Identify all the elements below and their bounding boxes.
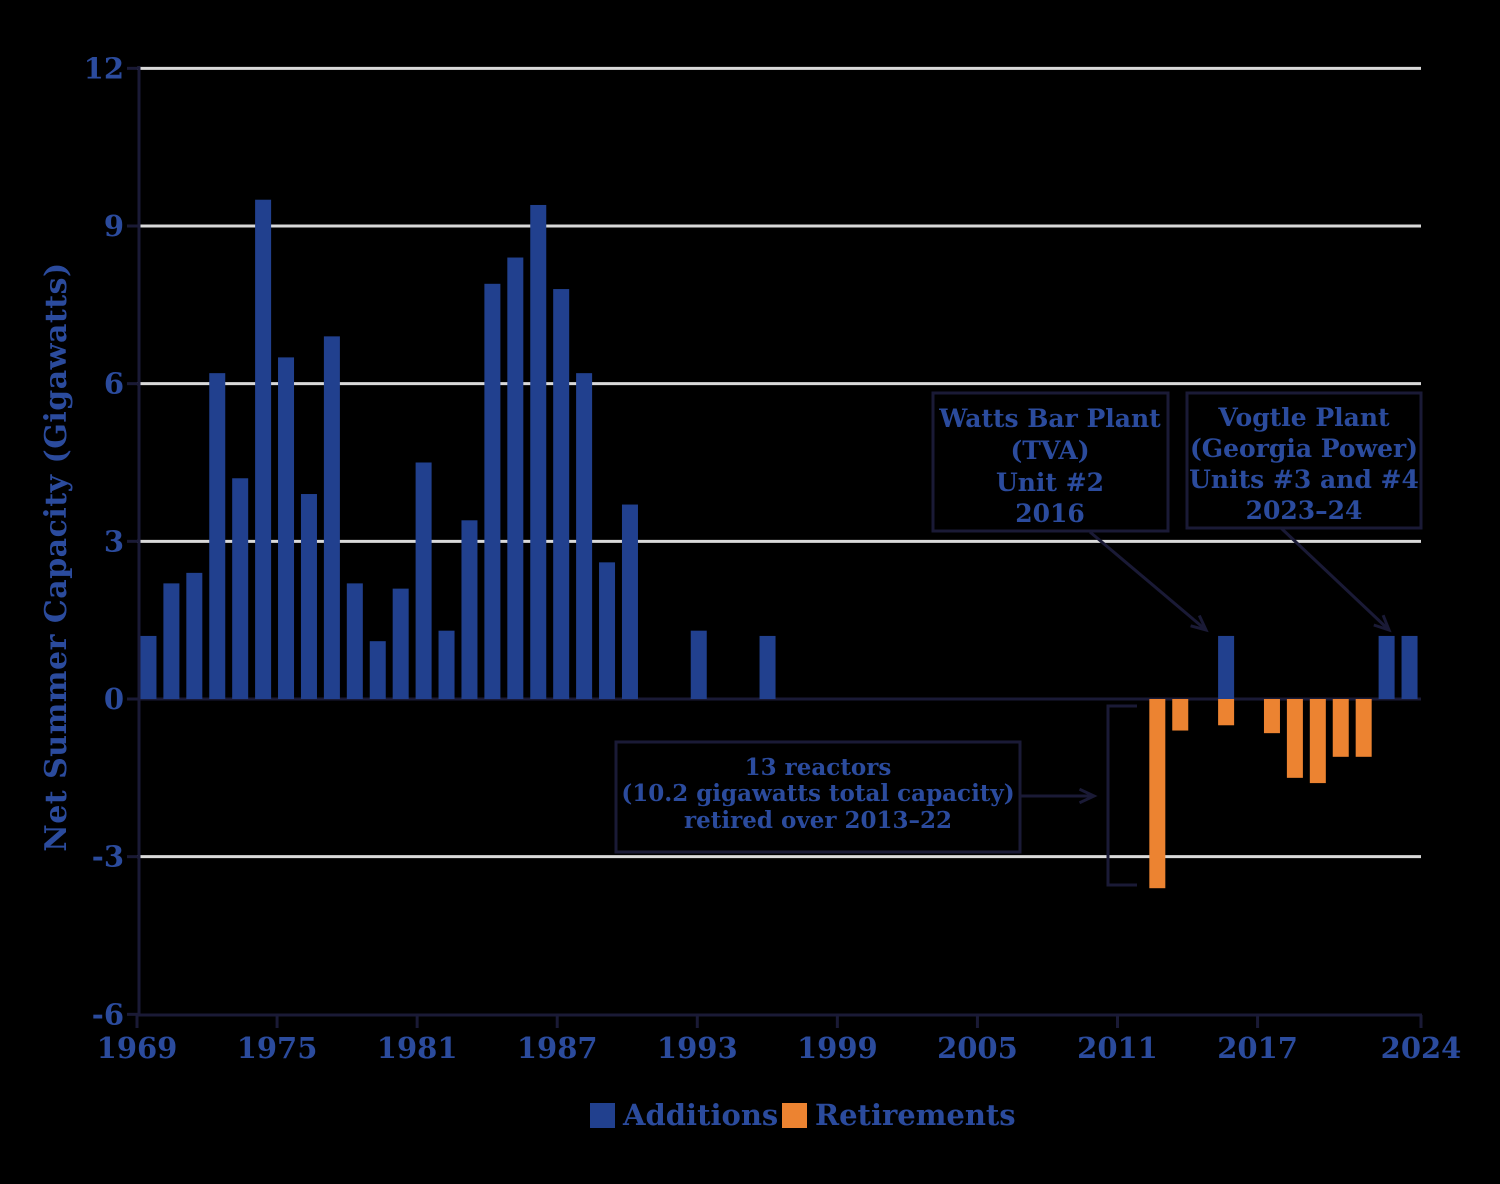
bar-additions-1993 — [690, 630, 707, 699]
watts-bar-line-1: Watts Bar Plant — [938, 404, 1161, 433]
retirements-note-line-2: (10.2 gigawatts total capacity) — [621, 780, 1014, 807]
legend-swatch-additions — [590, 1103, 615, 1128]
bar-additions-1980 — [392, 588, 409, 699]
bar-retirements-2014 — [1172, 699, 1189, 731]
bar-retirements-2020 — [1309, 699, 1326, 784]
bar-additions-1975 — [278, 357, 295, 699]
bar-additions-1990 — [621, 504, 638, 699]
watts-bar-line-3: Unit #2 — [996, 468, 1104, 497]
watts-bar-box — [931, 391, 1170, 533]
bar-additions-1971 — [186, 572, 203, 699]
bar-additions-2016 — [1218, 635, 1235, 699]
bars — [140, 199, 1418, 889]
vogtle-line-4: 2023–24 — [1246, 496, 1363, 525]
vogtle-line-2: (Georgia Power) — [1190, 434, 1418, 463]
retirements-note-line-3: retired over 2013–22 — [684, 807, 952, 834]
retirements-note-arrowhead — [1078, 787, 1098, 805]
retirements-note-line-1: 13 reactors — [745, 754, 892, 781]
bar-additions-1977 — [323, 336, 340, 699]
bar-additions-1974 — [255, 199, 272, 699]
xtick-label-1993: 1993 — [657, 1031, 738, 1065]
ytick-label-3: 3 — [104, 524, 124, 558]
bar-retirements-2019 — [1286, 699, 1303, 778]
bar-additions-1969 — [140, 635, 157, 699]
bar-additions-1987 — [553, 289, 570, 699]
vogtle-arrow — [1279, 526, 1391, 632]
bar-additions-1982 — [438, 630, 455, 699]
vogtle-box — [1185, 391, 1423, 530]
ytick-label--6: -6 — [92, 997, 124, 1031]
bar-retirements-2022 — [1355, 699, 1372, 757]
vogtle-arrowhead — [1373, 614, 1392, 633]
bar-additions-1986 — [530, 204, 547, 699]
xtick-label-2024: 2024 — [1381, 1031, 1462, 1065]
y-axis-ticks: 12 9 6 3 0 -3 -6 — [84, 51, 139, 1031]
xtick-label-1981: 1981 — [377, 1031, 458, 1065]
y-axis-title: Net Summer Capacity (Gigawatts) — [39, 262, 74, 851]
xtick-label-2005: 2005 — [937, 1031, 1018, 1065]
vogtle-line-3: Units #3 and #4 — [1189, 465, 1419, 494]
bar-additions-2024 — [1401, 635, 1418, 699]
legend-label-additions: Additions — [622, 1098, 778, 1132]
ytick-label-12: 12 — [84, 51, 124, 85]
xtick-label-1975: 1975 — [237, 1031, 318, 1065]
legend: Additions Retirements — [590, 1098, 1016, 1132]
bar-additions-1984 — [484, 283, 501, 699]
ytick-label-9: 9 — [104, 209, 124, 243]
bar-additions-1976 — [300, 494, 317, 699]
bar-additions-1973 — [232, 478, 249, 699]
watts-bar-arrow — [1089, 530, 1207, 632]
x-axis-ticks: 1969 1975 1981 1987 1993 1999 2005 2011 2017 2024 — [97, 1015, 1462, 1065]
bar-additions-1989 — [599, 562, 616, 699]
bar-retirements-2016 — [1218, 699, 1235, 726]
ytick-label--3: -3 — [92, 840, 124, 874]
xtick-label-2011: 2011 — [1077, 1031, 1158, 1065]
bar-additions-1979 — [369, 641, 386, 699]
bar-additions-1985 — [507, 257, 524, 699]
ytick-label-6: 6 — [104, 367, 124, 401]
xtick-label-1969: 1969 — [97, 1031, 178, 1065]
vogtle-line-1: Vogtle Plant — [1217, 403, 1390, 432]
retirements-bracket — [1106, 704, 1137, 887]
annotation-watts-bar: Watts Bar Plant (TVA) Unit #2 2016 — [931, 391, 1209, 633]
xtick-label-2017: 2017 — [1217, 1031, 1298, 1065]
bar-additions-1983 — [461, 520, 478, 699]
legend-label-retirements: Retirements — [815, 1098, 1016, 1132]
bar-additions-1981 — [415, 462, 432, 699]
bar-retirements-2018 — [1263, 699, 1280, 734]
bar-additions-1972 — [209, 373, 226, 699]
annotation-retirements: 13 reactors (10.2 gigawatts total capaci… — [614, 704, 1137, 887]
watts-bar-line-2: (TVA) — [1010, 436, 1089, 465]
bar-additions-1970 — [163, 583, 180, 699]
xtick-label-1999: 1999 — [797, 1031, 878, 1065]
bar-additions-1978 — [346, 583, 363, 699]
bar-retirements-2013 — [1149, 699, 1166, 889]
ytick-label-0: 0 — [104, 682, 124, 716]
bar-additions-1988 — [576, 373, 593, 699]
xtick-label-1987: 1987 — [517, 1031, 598, 1065]
legend-swatch-retirements — [782, 1103, 807, 1128]
bar-additions-1996 — [759, 635, 776, 699]
watts-bar-line-4: 2016 — [1015, 499, 1085, 528]
watts-bar-arrowhead — [1190, 614, 1209, 633]
bar-retirements-2021 — [1332, 699, 1349, 757]
annotation-vogtle: Vogtle Plant (Georgia Power) Units #3 an… — [1185, 391, 1423, 633]
retirements-note-box — [614, 740, 1022, 854]
bar-additions-2023 — [1378, 635, 1395, 699]
